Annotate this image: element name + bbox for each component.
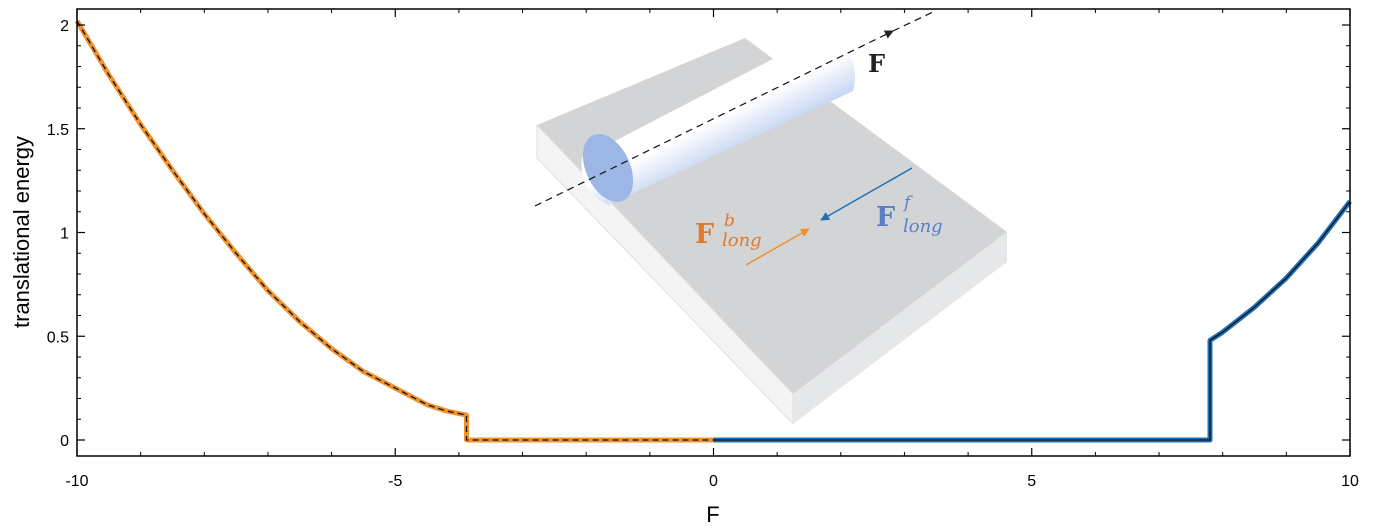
- series-1-core: [713, 201, 1351, 441]
- x-axis-title: F: [706, 502, 719, 527]
- series-0-line: [74, 19, 714, 443]
- backward-force-arrow: [745, 228, 810, 266]
- x-tick-label: -10: [65, 473, 88, 490]
- forward-force-sup: f: [902, 193, 913, 213]
- cylinder-front-cap: [582, 134, 634, 202]
- backward-force-sup: b: [724, 211, 735, 231]
- x-tick-label: -5: [388, 473, 402, 490]
- y-tick-label: 1.5: [47, 122, 69, 139]
- series-layer: [74, 19, 1352, 443]
- slab-front-face: [793, 232, 1007, 424]
- x-tick-label: 0: [709, 473, 718, 490]
- inset-illustration: F F b long F f long: [534, 11, 1007, 426]
- forward-force-label: F: [876, 202, 895, 233]
- y-tick-label: 2: [60, 18, 69, 35]
- x-tick-label: 5: [1027, 473, 1036, 490]
- backward-force-label: F: [695, 219, 714, 250]
- forward-force-arrow: [820, 167, 913, 221]
- force-axis-tail: [892, 11, 934, 32]
- y-tick-label: 0: [60, 433, 69, 450]
- force-label: F: [868, 49, 885, 78]
- x-tick-label: 10: [1341, 473, 1359, 490]
- backward-force-sub: long: [722, 230, 762, 251]
- ticks-layer: -10 -5 0 5 10 0 0.5 1 1.5 2: [47, 9, 1359, 490]
- force-axis-line: [534, 30, 894, 207]
- y-axis-title: translational energy: [9, 136, 34, 328]
- cylinder-body: [581, 33, 855, 205]
- y-tick-label: 1: [60, 226, 69, 243]
- y-tick-label: 0.5: [47, 329, 69, 346]
- forward-force-sub: long: [903, 216, 943, 237]
